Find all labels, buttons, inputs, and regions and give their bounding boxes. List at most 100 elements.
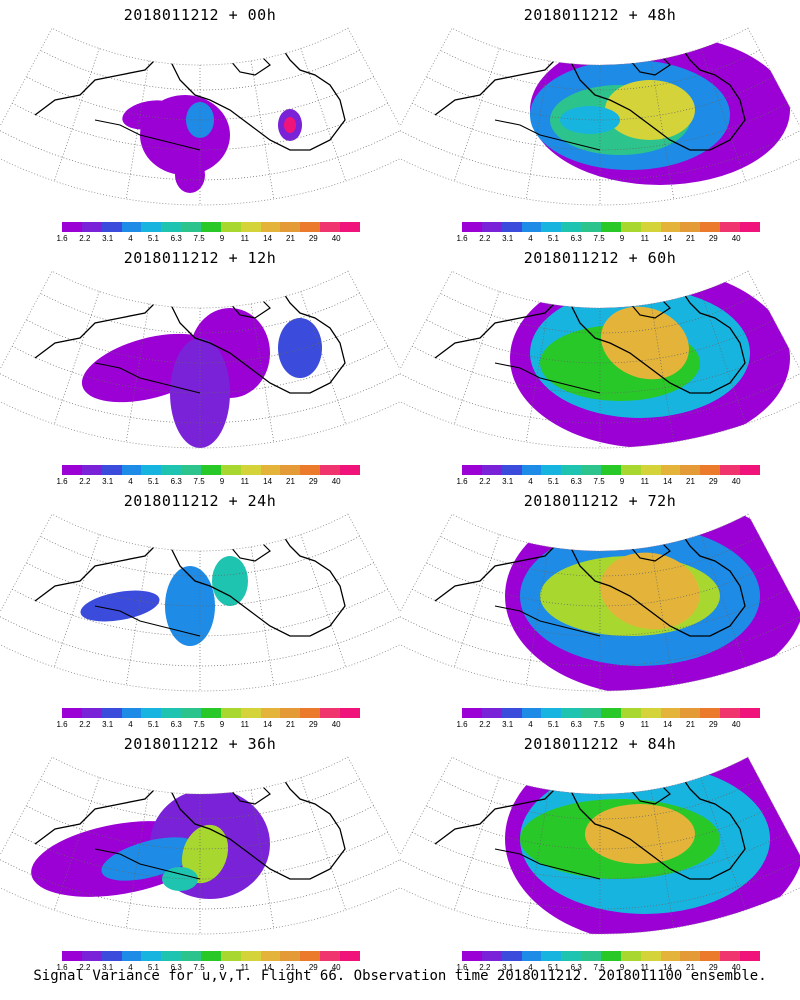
colorbar (62, 465, 360, 475)
colorbar-swatch (101, 222, 122, 232)
colorbar-tick-label: 9 (619, 963, 625, 972)
colorbar-swatch (161, 708, 182, 718)
colorbar-tick-label: 6.3 (170, 234, 182, 243)
colorbar-swatch (581, 222, 602, 232)
colorbar-tick-label: 7.5 (193, 963, 205, 972)
colorbar-tick-label: 6.3 (570, 234, 582, 243)
colorbar-swatch (541, 222, 562, 232)
colorbar-tick-label: 29 (708, 477, 718, 486)
colorbar-tick-label: 9 (219, 234, 225, 243)
colorbar-tick-label: 3.1 (502, 720, 514, 729)
panel-title: 2018011212 + 12h (123, 249, 277, 267)
colorbar-tick-label: 11 (240, 963, 249, 972)
colorbar-swatch (300, 708, 321, 718)
colorbar-swatch (680, 951, 701, 961)
colorbar-labels: 1.6 2.2 3.1 4 5.1 6.3 7.5 9 11 14 21 29 40 (52, 477, 372, 487)
colorbar-swatch (640, 708, 661, 718)
colorbar-swatch (181, 465, 202, 475)
colorbar-tick-label: 11 (640, 963, 649, 972)
colorbar-swatch (201, 951, 221, 961)
colorbar-labels: 1.6 2.2 3.1 4 5.1 6.3 7.5 9 11 14 21 29 40 (452, 234, 772, 244)
colorbar-swatch (481, 951, 502, 961)
colorbar-swatch (141, 708, 162, 718)
colorbar-tick-label: 6.3 (570, 720, 582, 729)
colorbar-tick-label: 4 (528, 720, 533, 729)
colorbar-tick-label: 14 (263, 963, 273, 972)
colorbar-tick-label: 21 (686, 963, 695, 972)
colorbar-tick-label: 14 (663, 234, 673, 243)
colorbar-swatch (521, 465, 542, 475)
colorbar-tick-label: 3.1 (102, 477, 114, 486)
colorbar-swatch (541, 465, 562, 475)
colorbar-tick-label: 4 (528, 477, 533, 486)
colorbar-tick-label: 3.1 (502, 477, 514, 486)
colorbar-swatch (481, 708, 502, 718)
colorbar-swatch (62, 708, 82, 718)
variance-map (400, 756, 800, 935)
colorbar-tick-label: 4 (128, 234, 133, 243)
colorbar-swatch (680, 222, 701, 232)
colorbar-swatch (81, 708, 102, 718)
colorbar-tick-label: 1.6 (456, 234, 468, 243)
variance-map (0, 27, 400, 206)
variance-map (400, 27, 800, 206)
colorbar-swatch (340, 951, 360, 961)
colorbar-swatch (260, 465, 281, 475)
colorbar-tick-label: 29 (308, 720, 318, 729)
colorbar-swatch (561, 708, 582, 718)
colorbar-tick-label: 1.6 (456, 477, 468, 486)
colorbar (462, 465, 760, 475)
variance-map (400, 513, 800, 692)
colorbar-tick-label: 4 (128, 963, 133, 972)
colorbar-tick-label: 5.1 (147, 963, 159, 972)
colorbar-swatch (561, 951, 582, 961)
variance-map (0, 756, 400, 935)
colorbar-swatch (280, 465, 301, 475)
map-panel: 2018011212 + 36h 1.6 2.2 3.1 4 5.1 6.3 7.5 9 11 14… (0, 729, 400, 972)
colorbar-swatch (220, 708, 241, 718)
colorbar-swatch (320, 708, 341, 718)
panel-title: 2018011212 + 24h (123, 492, 277, 510)
colorbar-tick-label: 29 (708, 720, 718, 729)
colorbar-tick-label: 7.5 (593, 234, 605, 243)
colorbar-swatch (541, 951, 562, 961)
colorbar-swatch (561, 222, 582, 232)
colorbar-swatch (181, 708, 202, 718)
colorbar-tick-label: 21 (286, 477, 295, 486)
colorbar-swatch (521, 222, 542, 232)
colorbar-swatch (340, 708, 360, 718)
colorbar-labels: 1.6 2.2 3.1 4 5.1 6.3 7.5 9 11 14 21 29 40 (452, 963, 772, 973)
colorbar-swatch (201, 222, 221, 232)
colorbar-swatch (462, 222, 482, 232)
colorbar-tick-label: 9 (619, 477, 625, 486)
colorbar-tick-label: 14 (663, 477, 673, 486)
colorbar-tick-label: 21 (686, 720, 695, 729)
colorbar-tick-label: 14 (663, 720, 673, 729)
colorbar-tick-label: 11 (240, 234, 249, 243)
colorbar-tick-label: 5.1 (547, 720, 559, 729)
colorbar-swatch (62, 951, 82, 961)
colorbar-tick-label: 14 (263, 234, 273, 243)
colorbar-tick-label: 40 (731, 720, 741, 729)
colorbar-tick-label: 5.1 (147, 477, 159, 486)
colorbar-swatch (481, 465, 502, 475)
colorbar-swatch (300, 951, 321, 961)
colorbar-tick-label: 7.5 (193, 234, 205, 243)
colorbar-labels: 1.6 2.2 3.1 4 5.1 6.3 7.5 9 11 14 21 29 40 (52, 720, 372, 730)
colorbar-tick-label: 1.6 (56, 234, 68, 243)
colorbar-tick-label: 3.1 (102, 720, 114, 729)
colorbar-tick-label: 40 (331, 963, 341, 972)
colorbar-swatch (581, 951, 602, 961)
colorbar-swatch (62, 222, 82, 232)
colorbar-swatch (81, 465, 102, 475)
colorbar-swatch (660, 951, 681, 961)
colorbar-tick-label: 4 (528, 234, 533, 243)
map-panel: 2018011212 + 12h 1.6 2.2 3.1 4 5.1 6.3 7.5 9 11 14… (0, 243, 400, 486)
colorbar-tick-label: 29 (308, 963, 318, 972)
colorbar-tick-label: 7.5 (193, 477, 205, 486)
colorbar-tick-label: 40 (731, 234, 741, 243)
colorbar-tick-label: 14 (263, 720, 273, 729)
colorbar-swatch (740, 222, 760, 232)
colorbar-tick-label: 2.2 (79, 963, 91, 972)
colorbar-swatch (720, 708, 741, 718)
